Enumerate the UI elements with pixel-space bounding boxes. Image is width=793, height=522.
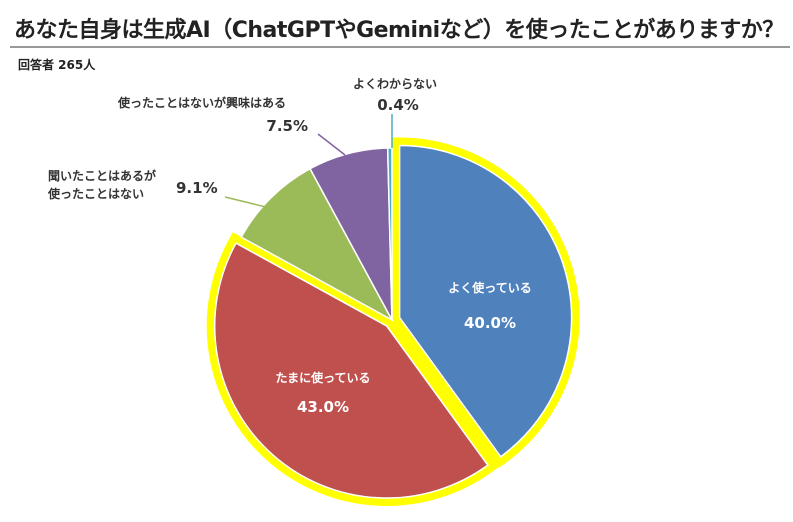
pie-slice — [398, 144, 573, 458]
slice-label: 使ったことはない — [47, 186, 144, 201]
slice-value-label: 0.4% — [377, 96, 419, 114]
slice-value-label: 9.1% — [176, 179, 218, 197]
slice-label: 聞いたことはあるが — [48, 168, 156, 183]
slice-value-label: 40.0% — [464, 314, 516, 332]
chart-title: あなた自身は生成AI（ChatGPTやGeminiなど）を使ったことがありますか… — [14, 18, 784, 43]
pie-slice — [213, 242, 489, 499]
slice-label: 使ったことはないが興味はある — [117, 95, 286, 110]
leader-line — [224, 196, 271, 209]
slice-value-label: 43.0% — [297, 398, 349, 416]
respondent-count: 回答者 265人 — [18, 58, 96, 72]
slice-label: たまに使っている — [275, 370, 370, 385]
slice-label: よくわからない — [353, 77, 437, 91]
title-divider — [10, 46, 790, 48]
slice-value-label: 7.5% — [266, 117, 308, 135]
pie-slice — [240, 167, 394, 322]
slice-label: よく使っている — [448, 280, 531, 295]
leader-line — [317, 133, 346, 156]
